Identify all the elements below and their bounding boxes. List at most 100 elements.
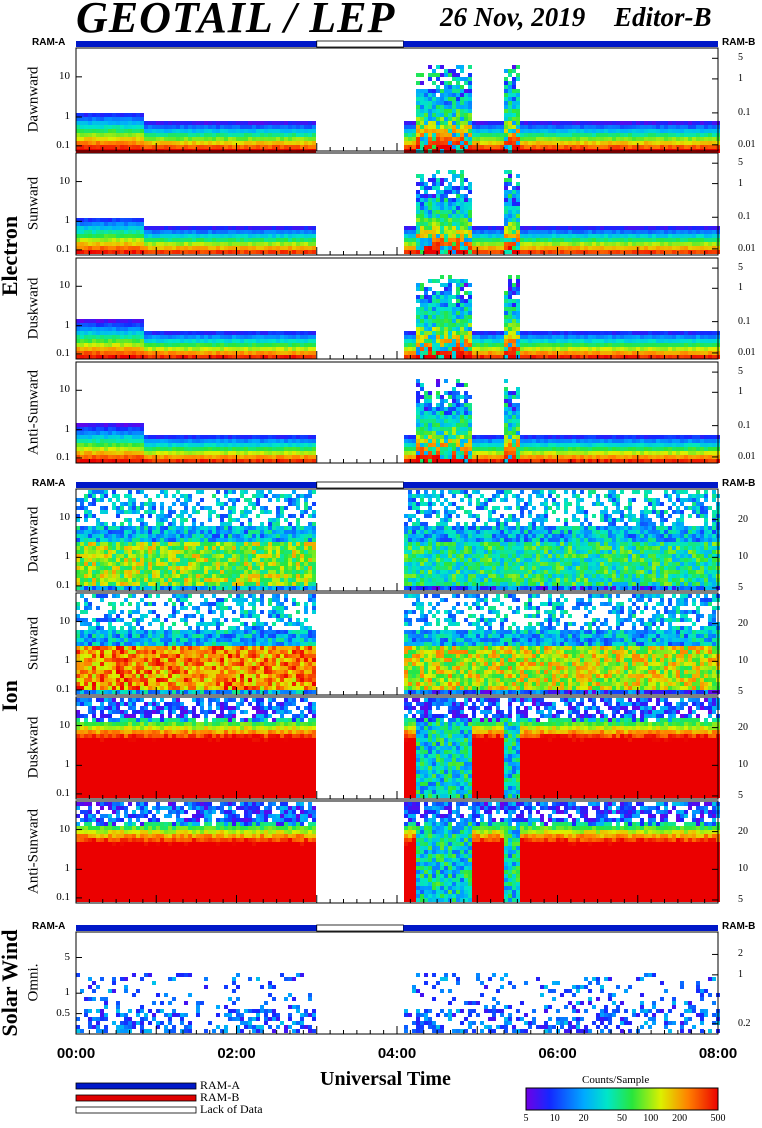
- spectrogram-cell: [448, 190, 452, 194]
- spectrogram-cell: [468, 105, 472, 109]
- spectrogram-cell: [508, 81, 512, 85]
- spectrogram-cell: [708, 133, 712, 137]
- spectrogram-cell: [540, 226, 544, 230]
- spectrogram-cell: [164, 447, 168, 451]
- spectrogram-cell: [188, 351, 192, 355]
- spectrogram-cell: [456, 238, 460, 242]
- spectrogram-cell: [504, 182, 508, 186]
- spectrogram-cell: [424, 327, 428, 331]
- spectrogram-cell: [712, 137, 716, 141]
- spectrogram-cell: [528, 121, 532, 125]
- spectrogram-cell: [436, 439, 440, 443]
- spectrogram-cell: [484, 443, 488, 447]
- spectrogram-cell: [240, 234, 244, 238]
- spectrogram-cell: [200, 343, 204, 347]
- spectrogram-cell: [508, 459, 512, 463]
- spectrogram-cell: [176, 339, 180, 343]
- spectrogram-cell: [540, 133, 544, 137]
- spectrogram-cell: [448, 283, 452, 287]
- spectrogram-cell: [456, 85, 460, 89]
- spectrogram-cell: [224, 129, 228, 133]
- spectrogram-cell: [512, 218, 516, 222]
- spectrogram-cell: [532, 355, 536, 359]
- spectrogram-cell: [496, 459, 500, 463]
- spectrogram-cell: [460, 242, 464, 246]
- spectrogram-cell: [544, 335, 548, 339]
- spectrogram-cell: [704, 121, 708, 125]
- spectrogram-cell: [624, 355, 628, 359]
- spectrogram-cell: [596, 133, 600, 137]
- spectrogram-cell: [232, 435, 236, 439]
- spectrogram-cell: [408, 137, 412, 141]
- spectrogram-cell: [132, 246, 136, 250]
- spectrogram-cell: [448, 73, 452, 77]
- spectrogram-cell: [516, 299, 520, 303]
- spectrogram-cell: [472, 443, 476, 447]
- spectrogram-cell: [444, 299, 448, 303]
- spectrogram-cell: [444, 399, 448, 403]
- spectrogram-cell: [280, 246, 284, 250]
- spectrogram-cell: [164, 246, 168, 250]
- spectrogram-cell: [468, 125, 472, 129]
- spectrogram-cell: [204, 129, 208, 133]
- spectrogram-cell: [616, 121, 620, 125]
- spectrogram-cell: [432, 343, 436, 347]
- spectrogram-cell: [604, 443, 608, 447]
- spectrogram-cell: [444, 419, 448, 423]
- spectrogram-cell: [712, 234, 716, 238]
- spectrogram-cell: [572, 451, 576, 455]
- spectrogram-cell: [96, 427, 100, 431]
- spectrogram-cell: [568, 137, 572, 141]
- spectrogram-cell: [292, 242, 296, 246]
- spectrogram-cell: [292, 226, 296, 230]
- spectrogram-cell: [244, 343, 248, 347]
- spectrogram-cell: [120, 125, 124, 129]
- spectrogram-cell: [444, 323, 448, 327]
- spectrogram-cell: [508, 407, 512, 411]
- spectrogram-cell: [616, 242, 620, 246]
- spectrogram-cell: [416, 113, 420, 117]
- spectrogram-cell: [240, 121, 244, 125]
- spectrogram-cell: [272, 351, 276, 355]
- spectrogram-cell: [456, 319, 460, 323]
- spectrogram-cell: [424, 427, 428, 431]
- spectrogram-cell: [264, 343, 268, 347]
- spectrogram-cell: [708, 234, 712, 238]
- spectrogram-cell: [100, 335, 104, 339]
- spectrogram-cell: [428, 137, 432, 141]
- spectrogram-cell: [704, 230, 708, 234]
- spectrogram-cell: [436, 250, 440, 254]
- spectrogram-cell: [472, 339, 476, 343]
- spectrogram-cell: [648, 234, 652, 238]
- spectrogram-cell: [524, 347, 528, 351]
- spectrogram-cell: [168, 451, 172, 455]
- spectrogram-cell: [588, 443, 592, 447]
- spectrogram-cell: [120, 319, 124, 323]
- spectrogram-cell: [516, 423, 520, 427]
- spectrogram-cell: [516, 133, 520, 137]
- spectrogram-cell: [460, 77, 464, 81]
- spectrogram-cell: [676, 121, 680, 125]
- spectrogram-cell: [456, 419, 460, 423]
- spectrogram-cell: [432, 423, 436, 427]
- spectrogram-cell: [452, 451, 456, 455]
- spectrogram-cell: [620, 339, 624, 343]
- spectrogram-cell: [148, 335, 152, 339]
- spectrogram-cell: [464, 230, 468, 234]
- spectrogram-cell: [600, 246, 604, 250]
- spectrogram-cell: [460, 335, 464, 339]
- spectrogram-cell: [284, 339, 288, 343]
- spectrogram-cell: [592, 242, 596, 246]
- spectrogram-cell: [112, 451, 116, 455]
- spectrogram-cell: [588, 355, 592, 359]
- spectrogram-cell: [512, 238, 516, 242]
- spectrogram-cell: [276, 242, 280, 246]
- spectrogram-cell: [424, 439, 428, 443]
- spectrogram-cell: [136, 427, 140, 431]
- spectrogram-cell: [604, 339, 608, 343]
- spectrogram-cell: [292, 335, 296, 339]
- spectrogram-cell: [452, 174, 456, 178]
- spectrogram-cell: [424, 137, 428, 141]
- spectrogram-cell: [504, 455, 508, 459]
- spectrogram-cell: [532, 343, 536, 347]
